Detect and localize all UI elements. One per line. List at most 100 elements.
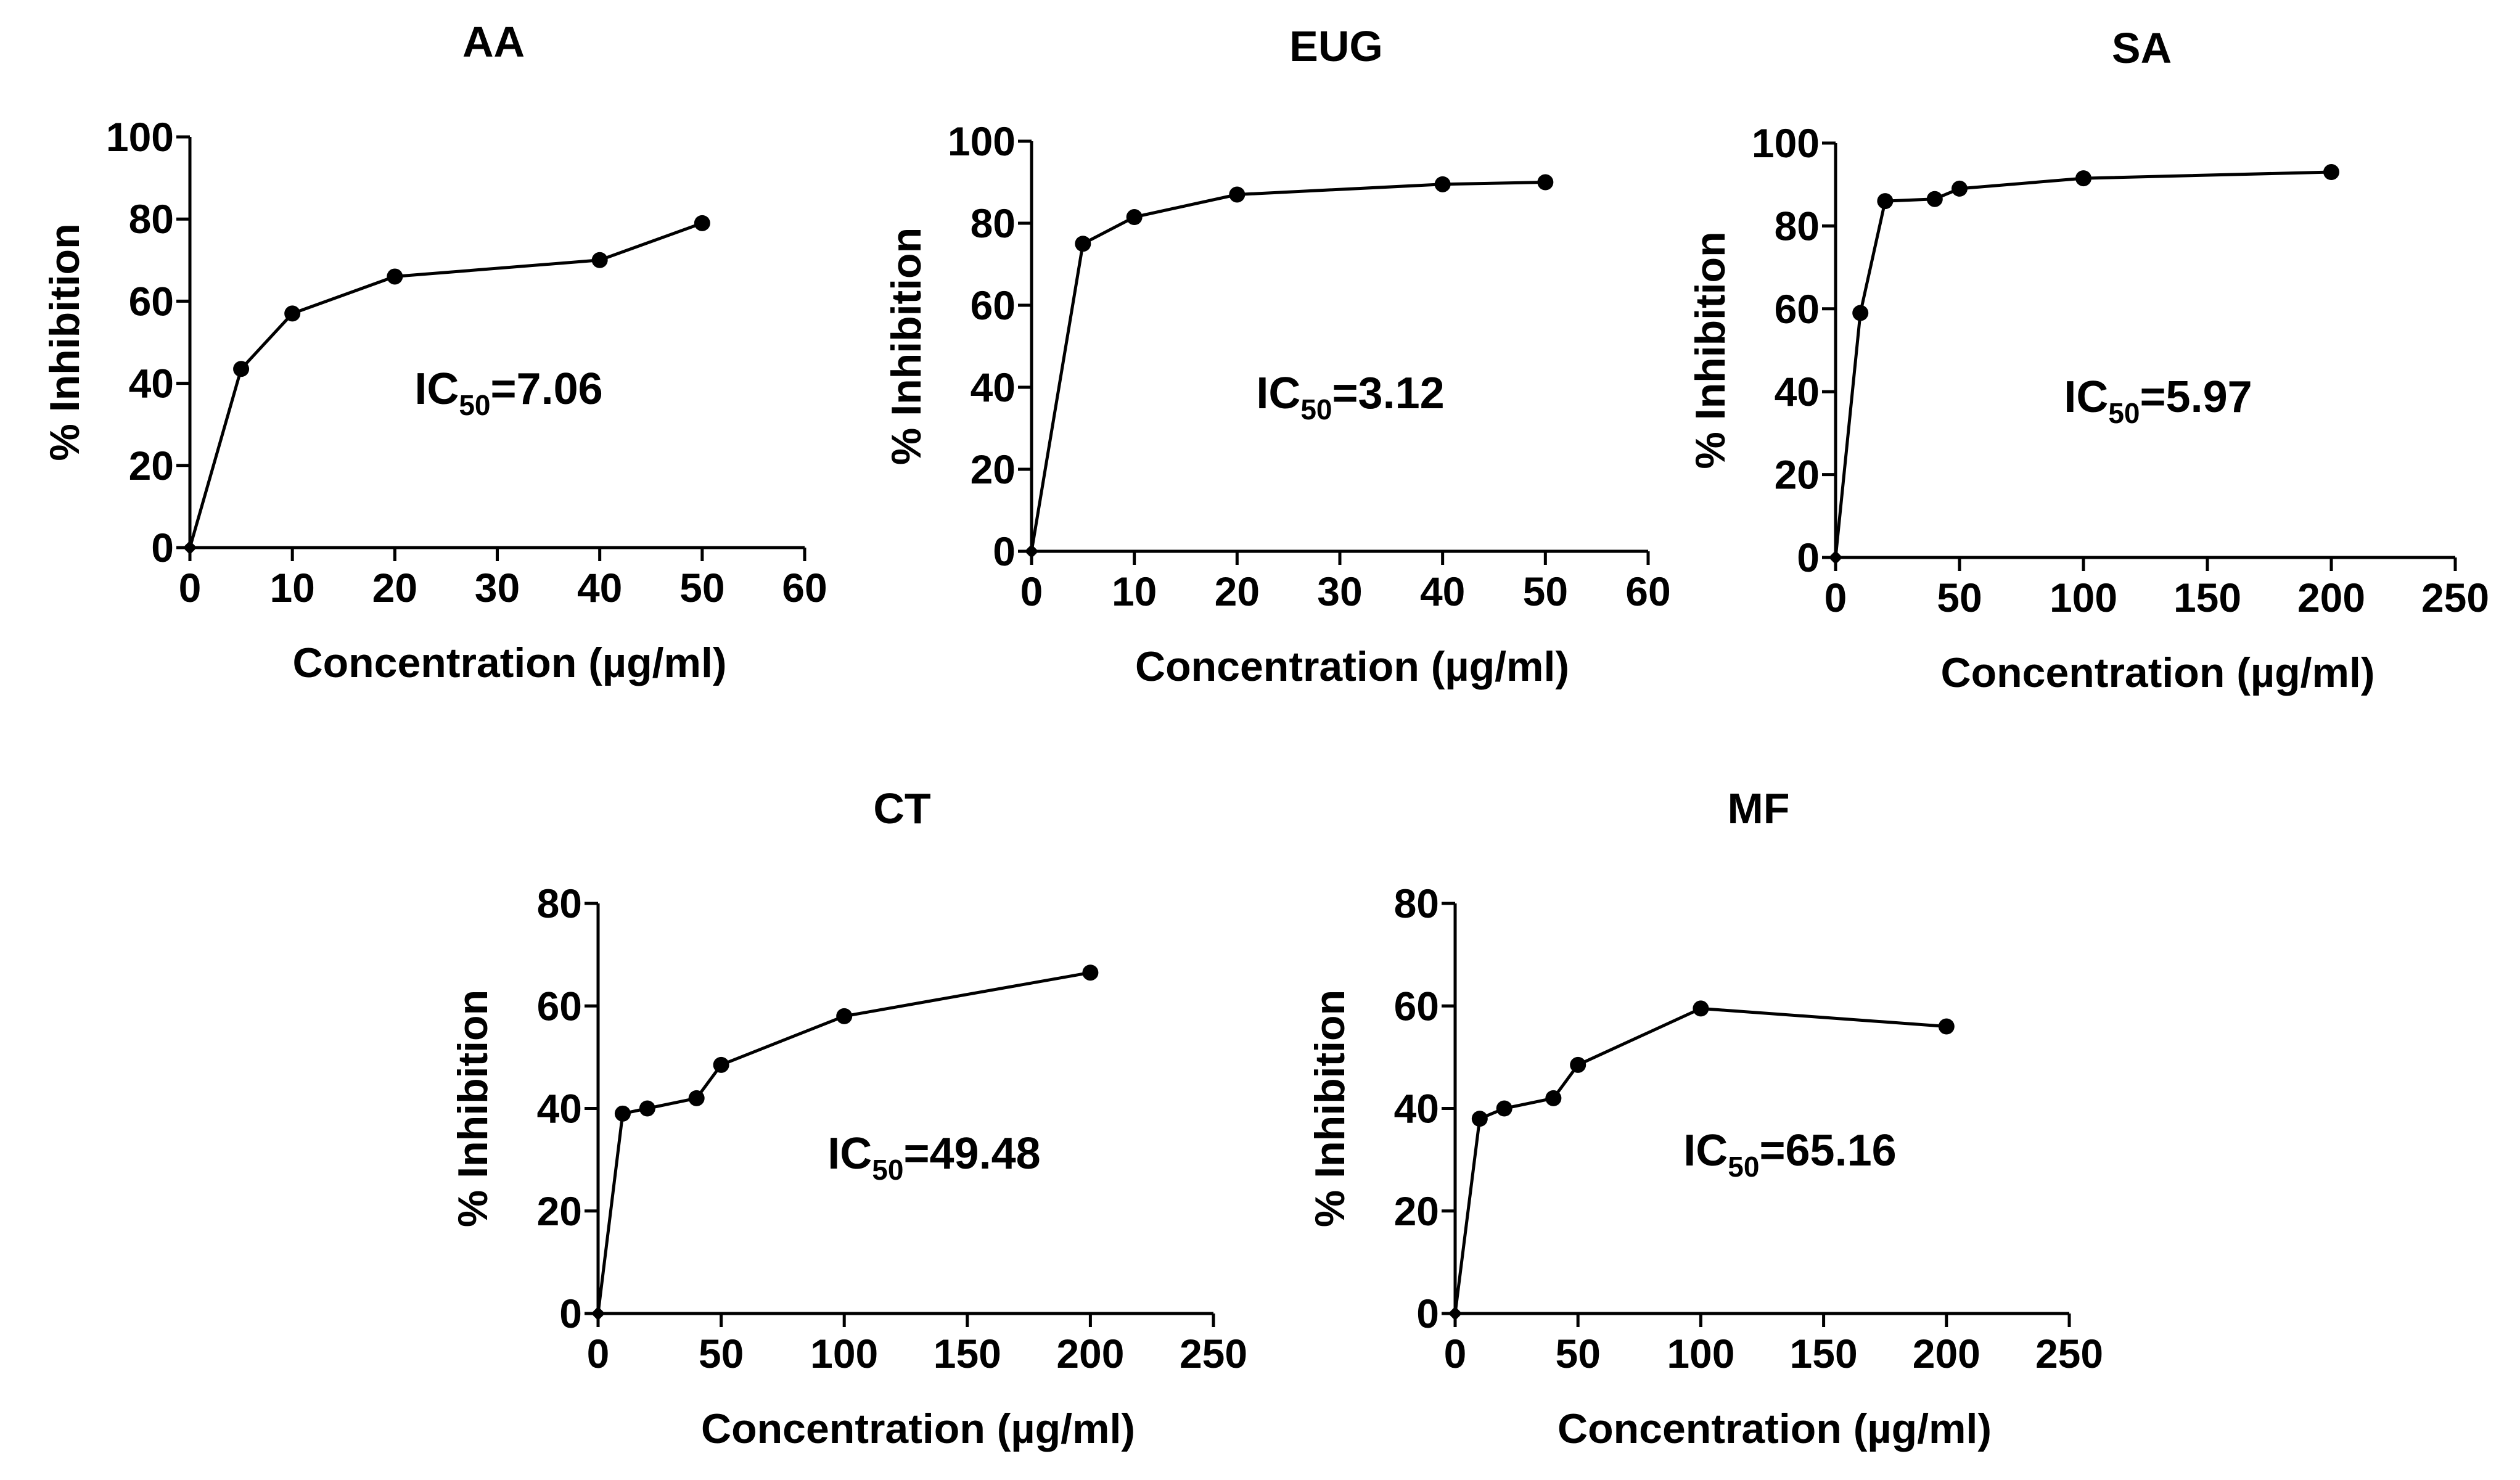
y-tick-label: 20 bbox=[537, 1188, 582, 1234]
y-axis-label: % Inhibition bbox=[41, 223, 88, 461]
x-axis-label: Concentration (µg/ml) bbox=[1940, 649, 2374, 696]
ic50-subscript: 50 bbox=[459, 389, 490, 421]
x-tick-label: 250 bbox=[2421, 575, 2489, 620]
x-axis-label: Concentration (µg/ml) bbox=[1135, 643, 1569, 690]
y-tick-label: 100 bbox=[948, 118, 1016, 164]
y-tick-label: 40 bbox=[1775, 369, 1820, 414]
chart-title: EUG bbox=[1289, 22, 1383, 70]
ic50-subscript: 50 bbox=[2108, 397, 2140, 429]
x-tick-label: 250 bbox=[1180, 1331, 1247, 1376]
ic50-value: =7.06 bbox=[490, 364, 602, 414]
x-tick-label: 100 bbox=[1667, 1331, 1734, 1376]
x-tick-label: 200 bbox=[1913, 1331, 1980, 1376]
x-tick-label: 50 bbox=[1555, 1331, 1600, 1376]
x-tick-label: 50 bbox=[1937, 575, 1982, 620]
ic50-annotation: IC50=49.48 bbox=[827, 1129, 1040, 1186]
x-tick-label: 20 bbox=[372, 565, 417, 610]
y-tick-label: 20 bbox=[129, 443, 174, 488]
data-point bbox=[591, 252, 608, 268]
data-point bbox=[1545, 1090, 1562, 1106]
y-tick-label: 40 bbox=[129, 361, 174, 406]
x-axis-label: Concentration (µg/ml) bbox=[701, 1405, 1135, 1452]
y-tick-label: 60 bbox=[971, 282, 1016, 328]
data-point bbox=[1570, 1056, 1586, 1073]
x-tick-label: 150 bbox=[934, 1331, 1001, 1376]
data-point bbox=[1693, 1000, 1709, 1017]
y-tick-label: 0 bbox=[1416, 1291, 1439, 1336]
ic50-prefix: IC bbox=[414, 364, 459, 414]
y-tick-label: 80 bbox=[129, 196, 174, 242]
x-tick-label: 30 bbox=[475, 565, 520, 610]
data-point bbox=[639, 1100, 655, 1117]
y-axis-label: % Inhibition bbox=[449, 990, 496, 1227]
y-tick-label: 60 bbox=[537, 983, 582, 1029]
x-tick-label: 0 bbox=[1824, 575, 1847, 620]
data-point bbox=[2075, 170, 2091, 187]
data-point bbox=[1082, 964, 1099, 981]
x-tick-label: 60 bbox=[1625, 569, 1670, 614]
x-tick-label: 0 bbox=[587, 1331, 610, 1376]
data-point bbox=[591, 1306, 605, 1321]
chart-title: AA bbox=[462, 18, 525, 66]
data-point bbox=[614, 1105, 631, 1122]
data-point bbox=[284, 305, 301, 322]
series-line bbox=[1030, 181, 1546, 552]
y-tick-label: 0 bbox=[1797, 535, 1820, 580]
y-tick-label: 80 bbox=[537, 881, 582, 926]
data-point bbox=[1471, 1111, 1488, 1127]
data-point bbox=[1075, 236, 1091, 252]
x-tick-label: 150 bbox=[1790, 1331, 1858, 1376]
x-tick-label: 0 bbox=[1444, 1331, 1467, 1376]
ic50-value: =49.48 bbox=[903, 1129, 1040, 1178]
ic50-prefix: IC bbox=[1683, 1126, 1728, 1175]
ic50-subscript: 50 bbox=[872, 1154, 903, 1186]
data-point bbox=[688, 1090, 705, 1106]
data-point bbox=[1952, 180, 1968, 197]
data-point bbox=[1229, 186, 1246, 203]
data-point bbox=[1126, 209, 1143, 226]
ic50-value: =3.12 bbox=[1332, 369, 1444, 418]
chart-title: MF bbox=[1727, 784, 1789, 832]
data-point bbox=[713, 1056, 729, 1073]
x-tick-label: 40 bbox=[1420, 569, 1465, 614]
y-tick-label: 80 bbox=[971, 200, 1016, 246]
x-tick-label: 30 bbox=[1317, 569, 1362, 614]
x-tick-label: 250 bbox=[2035, 1331, 2103, 1376]
y-tick-label: 0 bbox=[151, 525, 174, 570]
chart-panel-aa: AA 0 20 40 60 80 100 0 10 20 30 40 50 60 Concentration… bbox=[41, 18, 827, 686]
x-tick-label: 10 bbox=[1112, 569, 1157, 614]
x-tick-label: 0 bbox=[179, 565, 202, 610]
y-tick-label: 80 bbox=[1394, 881, 1439, 926]
y-tick-label: 100 bbox=[106, 114, 174, 160]
ic50-annotation: IC50=5.97 bbox=[2064, 372, 2252, 429]
chart-panel-eug: EUG 0 20 40 60 80 100 0 10 20 30 40 50 60 Concentratio… bbox=[883, 22, 1671, 690]
x-axis-label: Concentration (µg/ml) bbox=[292, 639, 726, 686]
data-point bbox=[1926, 191, 1943, 207]
chart-panel-sa: SA 0 20 40 60 80 100 0 50 100 150 200 250 Concentrati… bbox=[1687, 24, 2489, 696]
x-tick-label: 200 bbox=[1056, 1331, 1124, 1376]
y-axis-label: % Inhibition bbox=[883, 228, 930, 465]
data-point bbox=[2323, 164, 2339, 181]
data-point bbox=[1024, 544, 1039, 559]
chart-title: CT bbox=[873, 784, 930, 832]
ic50-annotation: IC50=65.16 bbox=[1683, 1126, 1896, 1183]
x-tick-label: 200 bbox=[2297, 575, 2365, 620]
chart-panel-mf: MF 0 20 40 60 80 0 50 100 150 200 250 Concentration … bbox=[1307, 784, 2103, 1452]
y-tick-label: 20 bbox=[1775, 452, 1820, 498]
data-point bbox=[183, 540, 197, 555]
data-point bbox=[1938, 1018, 1955, 1035]
series-line bbox=[188, 221, 703, 548]
data-point bbox=[387, 268, 403, 285]
data-point bbox=[694, 215, 710, 231]
ic50-subscript: 50 bbox=[1728, 1151, 1759, 1183]
y-tick-label: 60 bbox=[1394, 983, 1439, 1029]
x-tick-label: 50 bbox=[1523, 569, 1568, 614]
ic50-subscript: 50 bbox=[1300, 393, 1332, 426]
data-point bbox=[233, 361, 250, 377]
y-tick-label: 20 bbox=[971, 446, 1016, 492]
ic50-prefix: IC bbox=[2064, 372, 2108, 422]
y-tick-label: 60 bbox=[129, 278, 174, 324]
x-tick-label: 100 bbox=[2050, 575, 2117, 620]
chart-title: SA bbox=[2112, 24, 2172, 72]
y-tick-label: 100 bbox=[1752, 120, 1820, 166]
